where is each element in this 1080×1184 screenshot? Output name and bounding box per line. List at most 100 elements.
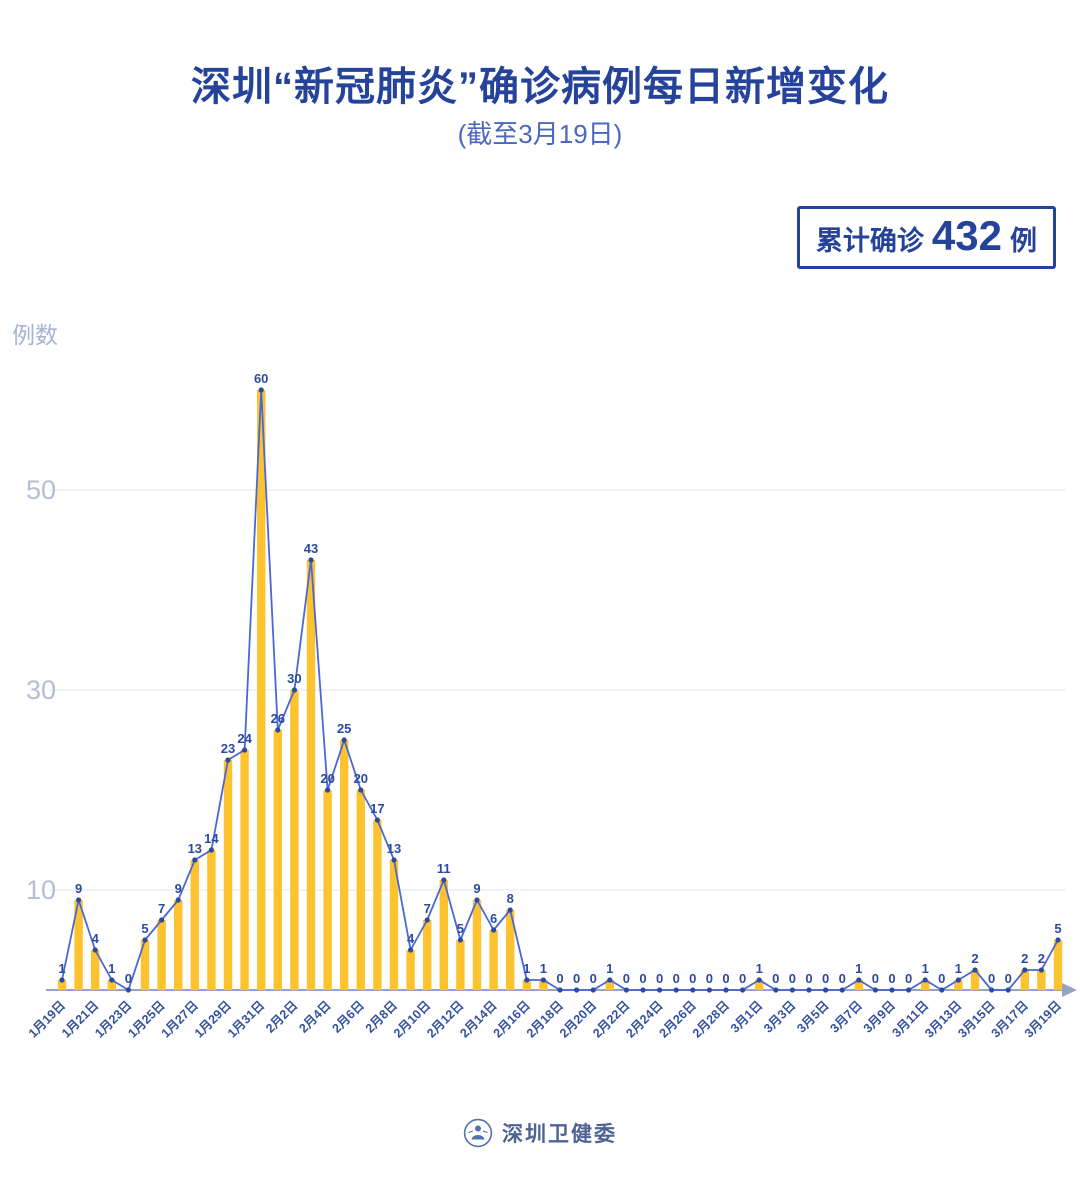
data-point [773,987,779,993]
x-tick-label: 3月7日 [828,998,865,1035]
value-label: 60 [254,371,268,386]
value-label: 1 [523,961,530,976]
bar [140,940,150,990]
bar [423,920,432,990]
data-point [789,987,796,993]
data-point [192,857,198,863]
data-point [358,787,364,793]
cumulative-total-badge: 累计确诊 432 例 [796,206,1056,269]
x-tick-label: 3月3日 [761,998,798,1035]
data-point [740,987,746,993]
value-label: 0 [772,971,779,986]
data-point [341,737,347,743]
data-point [208,847,214,853]
bar [1020,970,1029,990]
data-point [308,557,314,563]
value-label: 0 [706,971,713,986]
bar [1037,970,1046,990]
value-label: 7 [424,901,431,916]
data-point [690,987,696,993]
bar [174,900,183,990]
data-point [989,987,995,993]
data-point [325,787,331,793]
data-point [175,897,181,903]
value-label: 4 [407,931,415,946]
footer: 深圳卫健委 [0,1118,1080,1148]
data-point [673,987,679,993]
value-label: 1 [756,961,763,976]
x-tick-label: 2月2日 [263,998,300,1035]
value-label: 0 [639,971,646,986]
data-point [839,987,845,993]
data-point [291,687,297,693]
data-point [374,817,380,823]
bar [970,970,980,990]
bar [57,980,67,990]
value-label: 0 [805,971,812,986]
bar [157,920,166,990]
value-label: 9 [75,881,82,896]
data-point [955,977,962,983]
value-label: 6 [490,911,497,926]
value-label: 0 [739,971,746,986]
data-point [1005,987,1011,993]
y-axis-title: 例数 [12,322,58,348]
value-label: 0 [623,971,630,986]
value-label: 1 [955,961,962,976]
data-point [457,937,463,943]
value-label: 5 [1054,921,1061,936]
value-label: 20 [320,771,334,786]
data-point [706,987,713,993]
bar [489,930,498,990]
bar [522,980,531,990]
data-point [408,947,414,953]
bar [373,820,382,990]
bar [273,730,282,990]
data-point [939,987,945,993]
value-label: 43 [304,541,318,556]
value-label: 24 [237,731,252,746]
y-tick-label: 50 [26,475,56,505]
data-point [159,917,165,923]
value-label: 0 [573,971,580,986]
value-label: 0 [789,971,796,986]
bar [456,940,465,990]
value-label: 1 [58,961,65,976]
value-label: 11 [437,861,451,876]
value-label: 0 [689,971,696,986]
value-label: 20 [354,771,368,786]
bar [755,980,764,990]
value-label: 1 [606,961,613,976]
x-tick-label: 3月5日 [794,998,831,1035]
value-label: 5 [457,921,464,936]
x-tick-label: 2月6日 [330,998,367,1035]
x-axis-arrow-icon [1062,983,1077,997]
bar [472,900,482,990]
data-point [823,987,829,993]
data-point [1038,967,1044,973]
health-commission-logo-icon [463,1118,493,1148]
value-label: 13 [188,841,202,856]
data-point [225,757,231,763]
data-point [59,977,65,983]
value-label: 23 [221,741,235,756]
data-point [142,937,148,943]
data-point [557,987,563,993]
x-tick-label: 1月31日 [225,998,267,1040]
value-label: 7 [158,901,165,916]
data-point [92,947,98,953]
data-point [906,987,912,993]
value-label: 0 [888,971,895,986]
value-label: 0 [125,971,132,986]
cumulative-total-value: 432 [931,212,1002,259]
data-point [889,987,895,993]
value-label: 1 [922,961,929,976]
data-point [872,987,879,993]
bar [954,980,963,990]
bar [91,950,100,990]
bar [854,980,863,990]
y-tick-label: 30 [26,675,56,705]
value-label: 8 [507,891,514,906]
data-point [590,987,596,993]
value-label: 17 [370,801,384,816]
